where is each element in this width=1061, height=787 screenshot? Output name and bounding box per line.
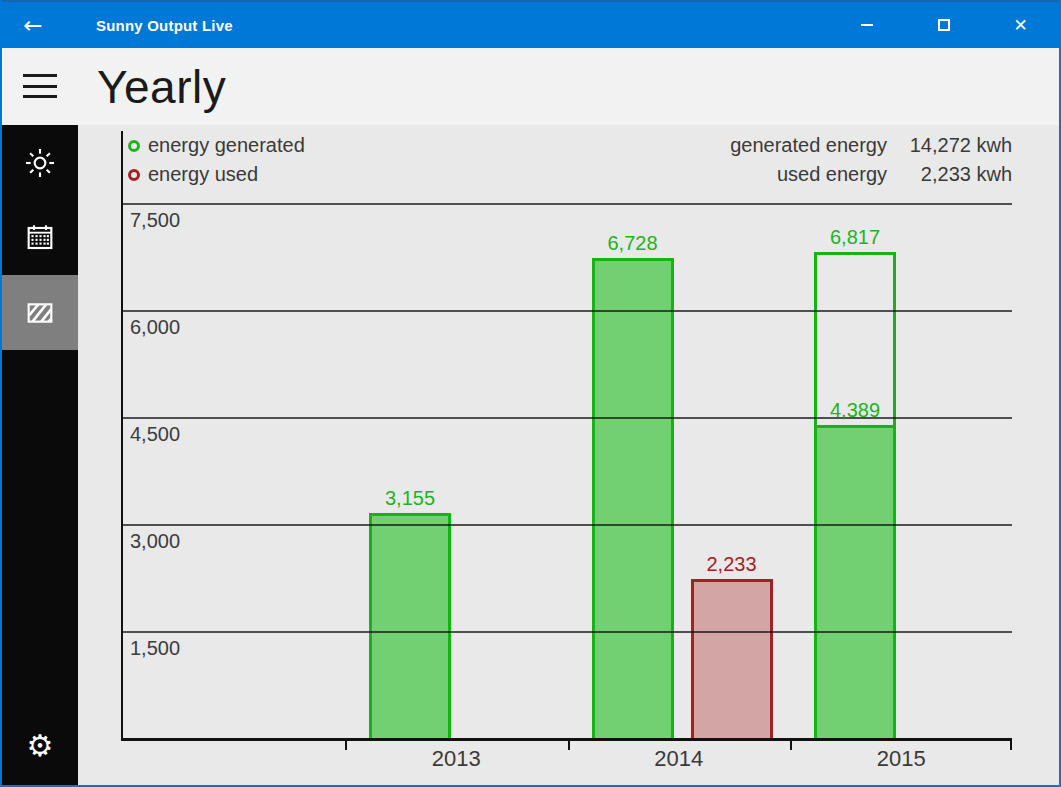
bar-generated-2013 xyxy=(369,513,451,741)
close-button[interactable]: ✕ xyxy=(982,2,1059,48)
gear-icon: ⚙ xyxy=(27,731,54,761)
sidebar-item-solar-panel[interactable] xyxy=(2,275,78,350)
gridline-1500 xyxy=(121,631,1012,633)
y-tick-label-4500: 4,500 xyxy=(130,423,180,446)
page-header: Yearly xyxy=(2,48,1059,125)
minimize-button[interactable] xyxy=(828,2,905,48)
back-button[interactable]: ← xyxy=(2,2,64,48)
solar-panel-icon xyxy=(24,297,56,329)
bar-label-generated-2014: 6,728 xyxy=(572,232,694,255)
y-tick-label-3000: 3,000 xyxy=(130,530,180,553)
gridline-7500 xyxy=(121,203,1012,205)
calendar-icon xyxy=(24,222,56,254)
bar-label-generated-2013: 3,155 xyxy=(349,487,471,510)
y-axis-line xyxy=(121,131,123,741)
x-axis-line xyxy=(121,738,1012,741)
page-title: Yearly xyxy=(97,60,226,114)
sidebar-item-settings[interactable]: ⚙ xyxy=(2,708,78,783)
close-icon: ✕ xyxy=(1013,17,1027,34)
sidebar-item-calendar[interactable] xyxy=(2,200,78,275)
sun-icon xyxy=(24,147,56,179)
x-tick-label-2014: 2014 xyxy=(568,746,791,772)
bar-used-2014 xyxy=(691,579,773,741)
main-area: ⚙ energy generated energy used generated… xyxy=(2,125,1059,785)
yearly-bar-chart: 1,500 3,000 4,500 6,000 7,500 201320142015 3,1… xyxy=(78,125,1059,785)
maximize-icon xyxy=(938,19,950,31)
app-window: ← Sunny Output Live ✕ Yearly xyxy=(0,0,1061,787)
hamburger-icon xyxy=(23,74,57,77)
gridline-6000 xyxy=(121,310,1012,312)
sidebar: ⚙ xyxy=(2,125,78,785)
hamburger-menu-button[interactable] xyxy=(23,72,60,100)
bar-generated-2015 xyxy=(814,425,896,741)
bar-generated-2014 xyxy=(592,258,674,741)
y-tick-label-6000: 6,000 xyxy=(130,316,180,339)
x-tick-label-2013: 2013 xyxy=(345,746,568,772)
window-controls: ✕ xyxy=(828,2,1059,48)
chart-area: energy generated energy used generated e… xyxy=(78,125,1059,785)
y-tick-label-1500: 1,500 xyxy=(130,637,180,660)
maximize-button[interactable] xyxy=(905,2,982,48)
gridline-3000 xyxy=(121,524,1012,526)
title-bar: ← Sunny Output Live ✕ xyxy=(2,0,1059,48)
sidebar-item-sun[interactable] xyxy=(2,125,78,200)
bar-label-generated-outline-2015: 6,817 xyxy=(794,226,916,249)
bar-label-generated-2015: 4,389 xyxy=(794,399,916,422)
y-tick-label-7500: 7,500 xyxy=(130,209,180,232)
minimize-icon xyxy=(861,24,873,26)
x-tick-label-2015: 2015 xyxy=(790,746,1013,772)
back-arrow-icon: ← xyxy=(23,12,42,38)
bar-label-used-2014: 2,233 xyxy=(671,553,793,576)
app-title: Sunny Output Live xyxy=(96,17,233,34)
